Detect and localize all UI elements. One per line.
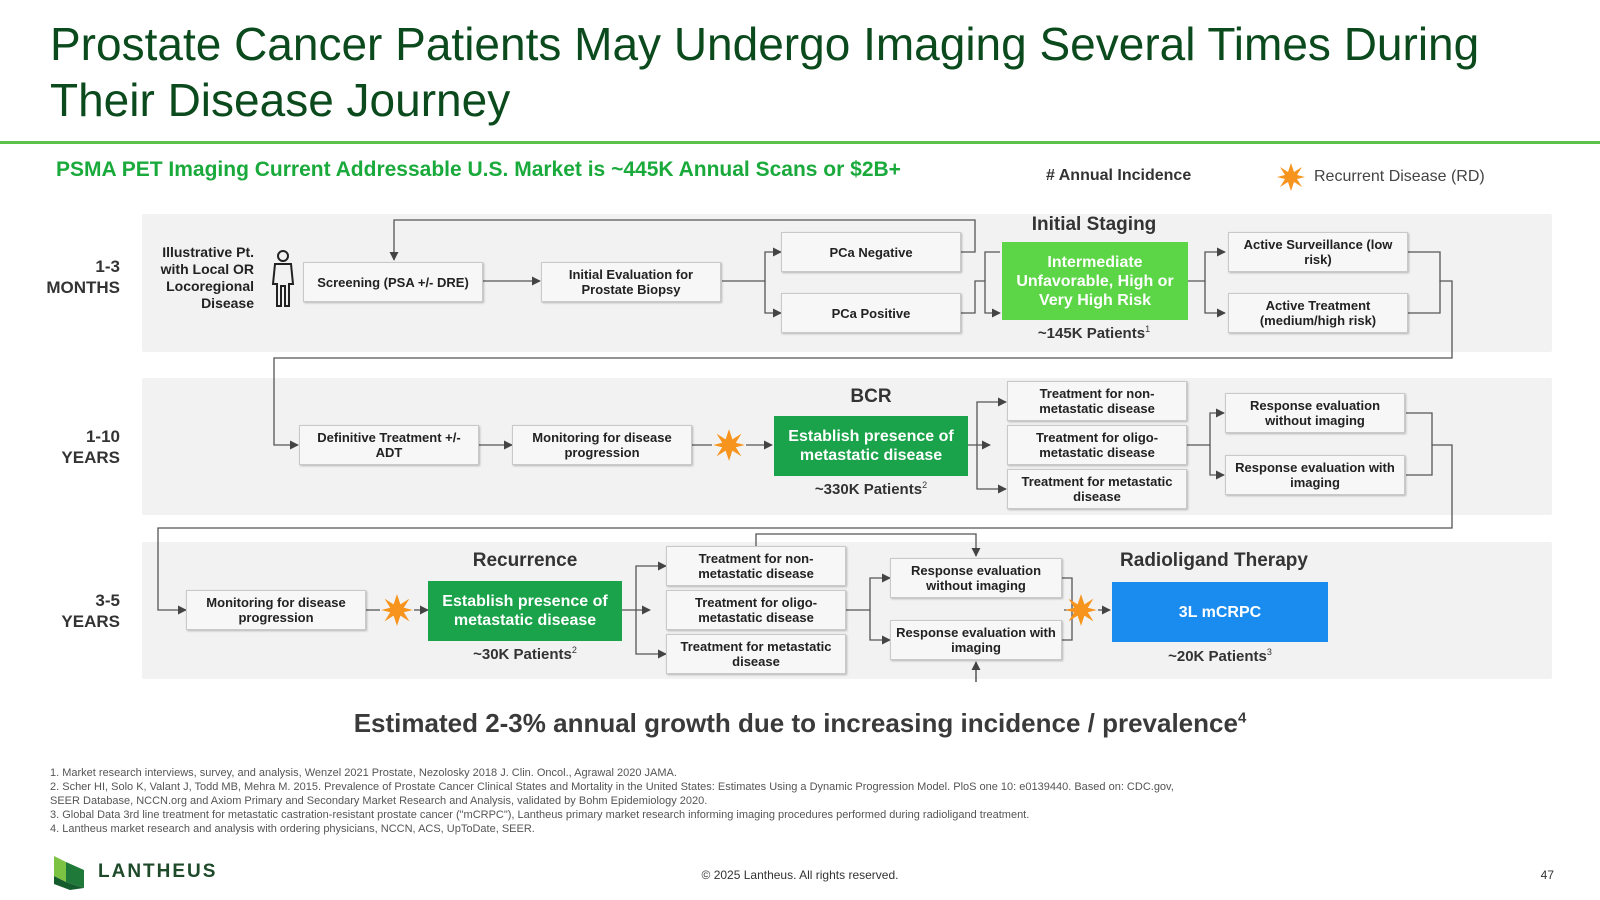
recurrence-patients: ~30K Patients2 xyxy=(428,645,622,663)
tx-non-metastatic-box: Treatment for non-metastatic disease xyxy=(666,546,846,586)
footnote: 2. Scher HI, Solo K, Valant J, Todd MB, … xyxy=(50,781,1174,793)
time-unit: YEARS xyxy=(61,448,120,467)
initial-staging-patients: ~145K Patients1 xyxy=(1000,324,1188,342)
person-icon xyxy=(271,250,295,307)
bcr-title: BCR xyxy=(850,386,892,407)
lantheus-logo-icon xyxy=(54,856,84,890)
illustrative-patient-label: Illustrative Pt. with Local OR Locoregio… xyxy=(160,244,254,311)
initial-staging-title: Initial Staging xyxy=(1031,214,1157,235)
patients-count: ~30K Patients xyxy=(473,646,572,663)
initial-staging-box: Intermediate Unfavorable, High or Very H… xyxy=(1002,242,1188,320)
time-label-months: 1-3 MONTHS xyxy=(40,256,120,298)
screening-box: Screening (PSA +/- DRE) xyxy=(303,262,483,302)
bcr-patients: ~330K Patients2 xyxy=(774,480,968,498)
growth-statement: Estimated 2-3% annual growth due to incr… xyxy=(0,708,1600,739)
patients-count: ~145K Patients xyxy=(1037,325,1146,342)
response-without-imaging-box: Response evaluation without imaging xyxy=(1225,393,1405,433)
tx-metastatic-box: Treatment for metastatic disease xyxy=(1007,469,1187,509)
recurrent-disease-star-icon xyxy=(713,429,745,461)
title-divider xyxy=(0,141,1600,144)
footnote-ref: 4 xyxy=(1237,709,1247,727)
legend-recurrent-label: Recurrent Disease (RD) xyxy=(1314,168,1485,185)
response-with-imaging-box: Response evaluation with imaging xyxy=(1225,455,1405,495)
time-label-years-3-5: 3-5 YEARS xyxy=(40,590,120,632)
page-number: 47 xyxy=(1540,868,1554,882)
pca-positive-box: PCa Positive xyxy=(781,293,961,333)
recurrent-disease-star-icon xyxy=(381,594,413,626)
mcrpc-box: 3L mCRPC xyxy=(1112,582,1328,642)
patients-count: ~330K Patients xyxy=(814,481,923,498)
definitive-treatment-box: Definitive Treatment +/- ADT xyxy=(299,425,479,465)
monitoring-box: Monitoring for disease progression xyxy=(512,425,692,465)
initial-evaluation-box: Initial Evaluation for Prostate Biopsy xyxy=(541,262,721,302)
time-unit: YEARS xyxy=(61,612,120,631)
tx-oligo-metastatic-box: Treatment for oligo-metastatic disease xyxy=(666,590,846,630)
recurrence-title: Recurrence xyxy=(472,550,578,571)
footnote: 1. Market research interviews, survey, a… xyxy=(50,767,677,779)
footnote: 3. Global Data 3rd line treatment for me… xyxy=(50,809,1030,821)
bcr-establish-metastatic-box: Establish presence of metastatic disease xyxy=(774,416,968,476)
response-without-imaging-box: Response evaluation without imaging xyxy=(890,558,1062,598)
growth-text: Estimated 2-3% annual growth due to incr… xyxy=(353,708,1238,738)
recurrent-disease-star-icon xyxy=(1277,163,1305,191)
footnote-ref: 3 xyxy=(1266,647,1272,657)
active-treatment-box: Active Treatment (medium/high risk) xyxy=(1228,293,1408,333)
tx-non-metastatic-box: Treatment for non-metastatic disease xyxy=(1007,381,1187,421)
response-with-imaging-box: Response evaluation with imaging xyxy=(890,620,1062,660)
market-subtitle: PSMA PET Imaging Current Addressable U.S… xyxy=(56,158,901,181)
patients-count: ~20K Patients xyxy=(1168,648,1267,665)
tx-metastatic-box: Treatment for metastatic disease xyxy=(666,634,846,674)
page-title: Prostate Cancer Patients May Undergo Ima… xyxy=(50,18,1480,126)
radioligand-therapy-title: Radioligand Therapy xyxy=(1120,550,1308,571)
legend-recurrent-disease: Recurrent Disease (RD) xyxy=(1276,162,1485,192)
footnote-ref: 1 xyxy=(1145,324,1151,334)
monitoring-box: Monitoring for disease progression xyxy=(186,590,366,630)
active-surveillance-box: Active Surveillance (low risk) xyxy=(1228,232,1408,272)
footnote: 4. Lantheus market research and analysis… xyxy=(50,823,535,835)
lantheus-wordmark: LANTHEUS xyxy=(98,861,218,882)
lantheus-logo: LANTHEUS xyxy=(52,854,217,890)
copyright: © 2025 Lantheus. All rights reserved. xyxy=(701,868,899,882)
time-value: 3-5 xyxy=(95,591,120,610)
footnote: SEER Database, NCCN.org and Axiom Primar… xyxy=(50,795,708,807)
time-label-years-1-10: 1-10 YEARS xyxy=(40,426,120,468)
tx-oligo-metastatic-box: Treatment for oligo-metastatic disease xyxy=(1007,425,1187,465)
time-value: 1-3 xyxy=(95,257,120,276)
footnote-ref: 2 xyxy=(571,645,577,655)
time-value: 1-10 xyxy=(85,427,120,446)
footnotes: 1. Market research interviews, survey, a… xyxy=(50,766,1550,836)
pca-negative-box: PCa Negative xyxy=(781,232,961,272)
footnote-ref: 2 xyxy=(922,480,928,490)
recurrence-establish-metastatic-box: Establish presence of metastatic disease xyxy=(428,581,622,641)
recurrent-disease-star-icon xyxy=(1065,594,1097,626)
legend-annual-incidence: # Annual Incidence xyxy=(1046,167,1192,184)
time-unit: MONTHS xyxy=(46,278,120,297)
radioligand-patients: ~20K Patients3 xyxy=(1112,647,1328,665)
